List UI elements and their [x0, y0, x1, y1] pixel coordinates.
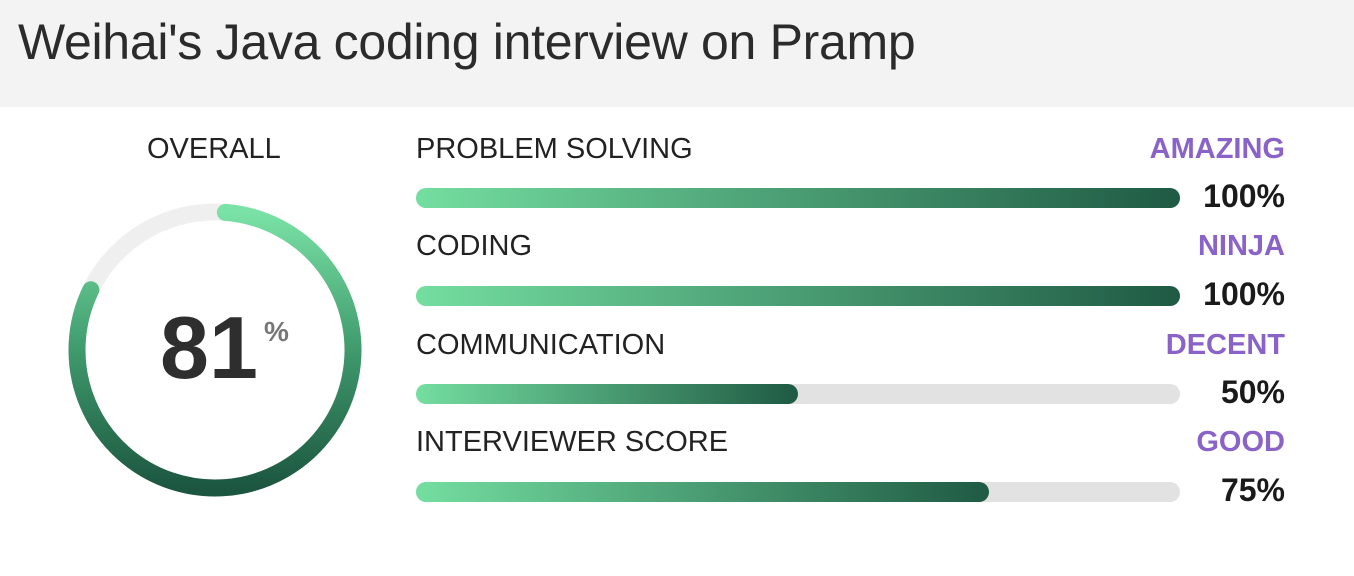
metric-communication-percent: 50%	[1220, 374, 1285, 410]
metric-interviewer-score-rating: GOOD	[1196, 426, 1285, 458]
overall-score-unit: %	[264, 316, 289, 347]
metric-problem-solving-percent: 100%	[1203, 178, 1285, 214]
page-header: Weihai's Java coding interview on Pramp	[0, 0, 1354, 107]
metric-problem-solving-bar-fill	[416, 188, 1180, 208]
metric-coding-label: CODING	[416, 230, 532, 262]
overall-label: OVERALL	[147, 133, 281, 165]
metric-interviewer-score-percent: 75%	[1220, 472, 1285, 508]
metric-communication-bar-fill	[416, 384, 798, 404]
metric-communication-rating: DECENT	[1165, 329, 1285, 361]
gauge-progress-arc	[68, 203, 362, 497]
overall-score-value: 81	[160, 298, 258, 397]
metric-coding-bar-fill	[416, 286, 1180, 306]
metric-problem-solving-label: PROBLEM SOLVING	[416, 133, 693, 165]
metric-interviewer-score-bar	[416, 482, 1180, 502]
metric-communication-label: COMMUNICATION	[416, 329, 666, 361]
metric-coding-rating: NINJA	[1197, 230, 1285, 262]
metric-problem-solving-bar	[416, 188, 1180, 208]
metric-coding-percent: 100%	[1203, 276, 1285, 312]
metric-interviewer-score-label: INTERVIEWER SCORE	[416, 426, 729, 458]
metric-communication-bar	[416, 384, 1180, 404]
page-title: Weihai's Java coding interview on Pramp	[18, 14, 916, 70]
metric-interviewer-score-bar-fill	[416, 482, 989, 502]
metric-problem-solving-rating: AMAZING	[1149, 133, 1285, 165]
metric-coding-bar	[416, 286, 1180, 306]
overall-score-gauge	[68, 203, 362, 497]
